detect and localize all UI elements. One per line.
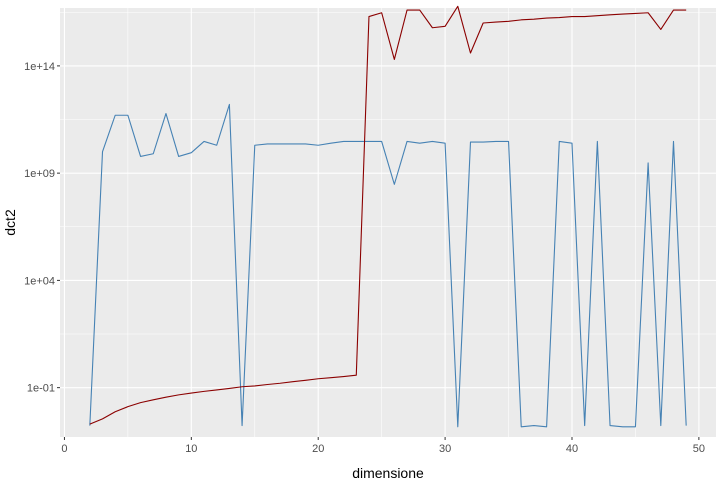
minor-gridlines bbox=[60, 8, 716, 437]
series-layer bbox=[89, 5, 687, 428]
y-tick-label: 1e+14 bbox=[24, 61, 55, 73]
y-tick-label: 1e-01 bbox=[27, 383, 55, 395]
x-tick-label: 40 bbox=[566, 443, 578, 455]
x-axis-title: dimensione bbox=[352, 465, 424, 481]
y-tick-label: 1e+09 bbox=[24, 168, 55, 180]
x-tick-label: 30 bbox=[439, 443, 451, 455]
x-axis: 0 10 20 30 40 50 bbox=[61, 437, 705, 455]
x-tick-label: 20 bbox=[312, 443, 324, 455]
plot-panel bbox=[60, 8, 716, 437]
x-tick-label: 0 bbox=[61, 443, 67, 455]
series-line-2 bbox=[89, 5, 687, 425]
y-tick-label: 1e+04 bbox=[24, 275, 55, 287]
y-axis: 1e-01 1e+04 1e+09 1e+14 bbox=[24, 61, 60, 395]
major-gridlines bbox=[60, 8, 716, 437]
series-line-1 bbox=[89, 103, 687, 428]
x-tick-label: 50 bbox=[693, 443, 705, 455]
y-axis-title: dct2 bbox=[2, 209, 18, 236]
x-tick-label: 10 bbox=[185, 443, 197, 455]
